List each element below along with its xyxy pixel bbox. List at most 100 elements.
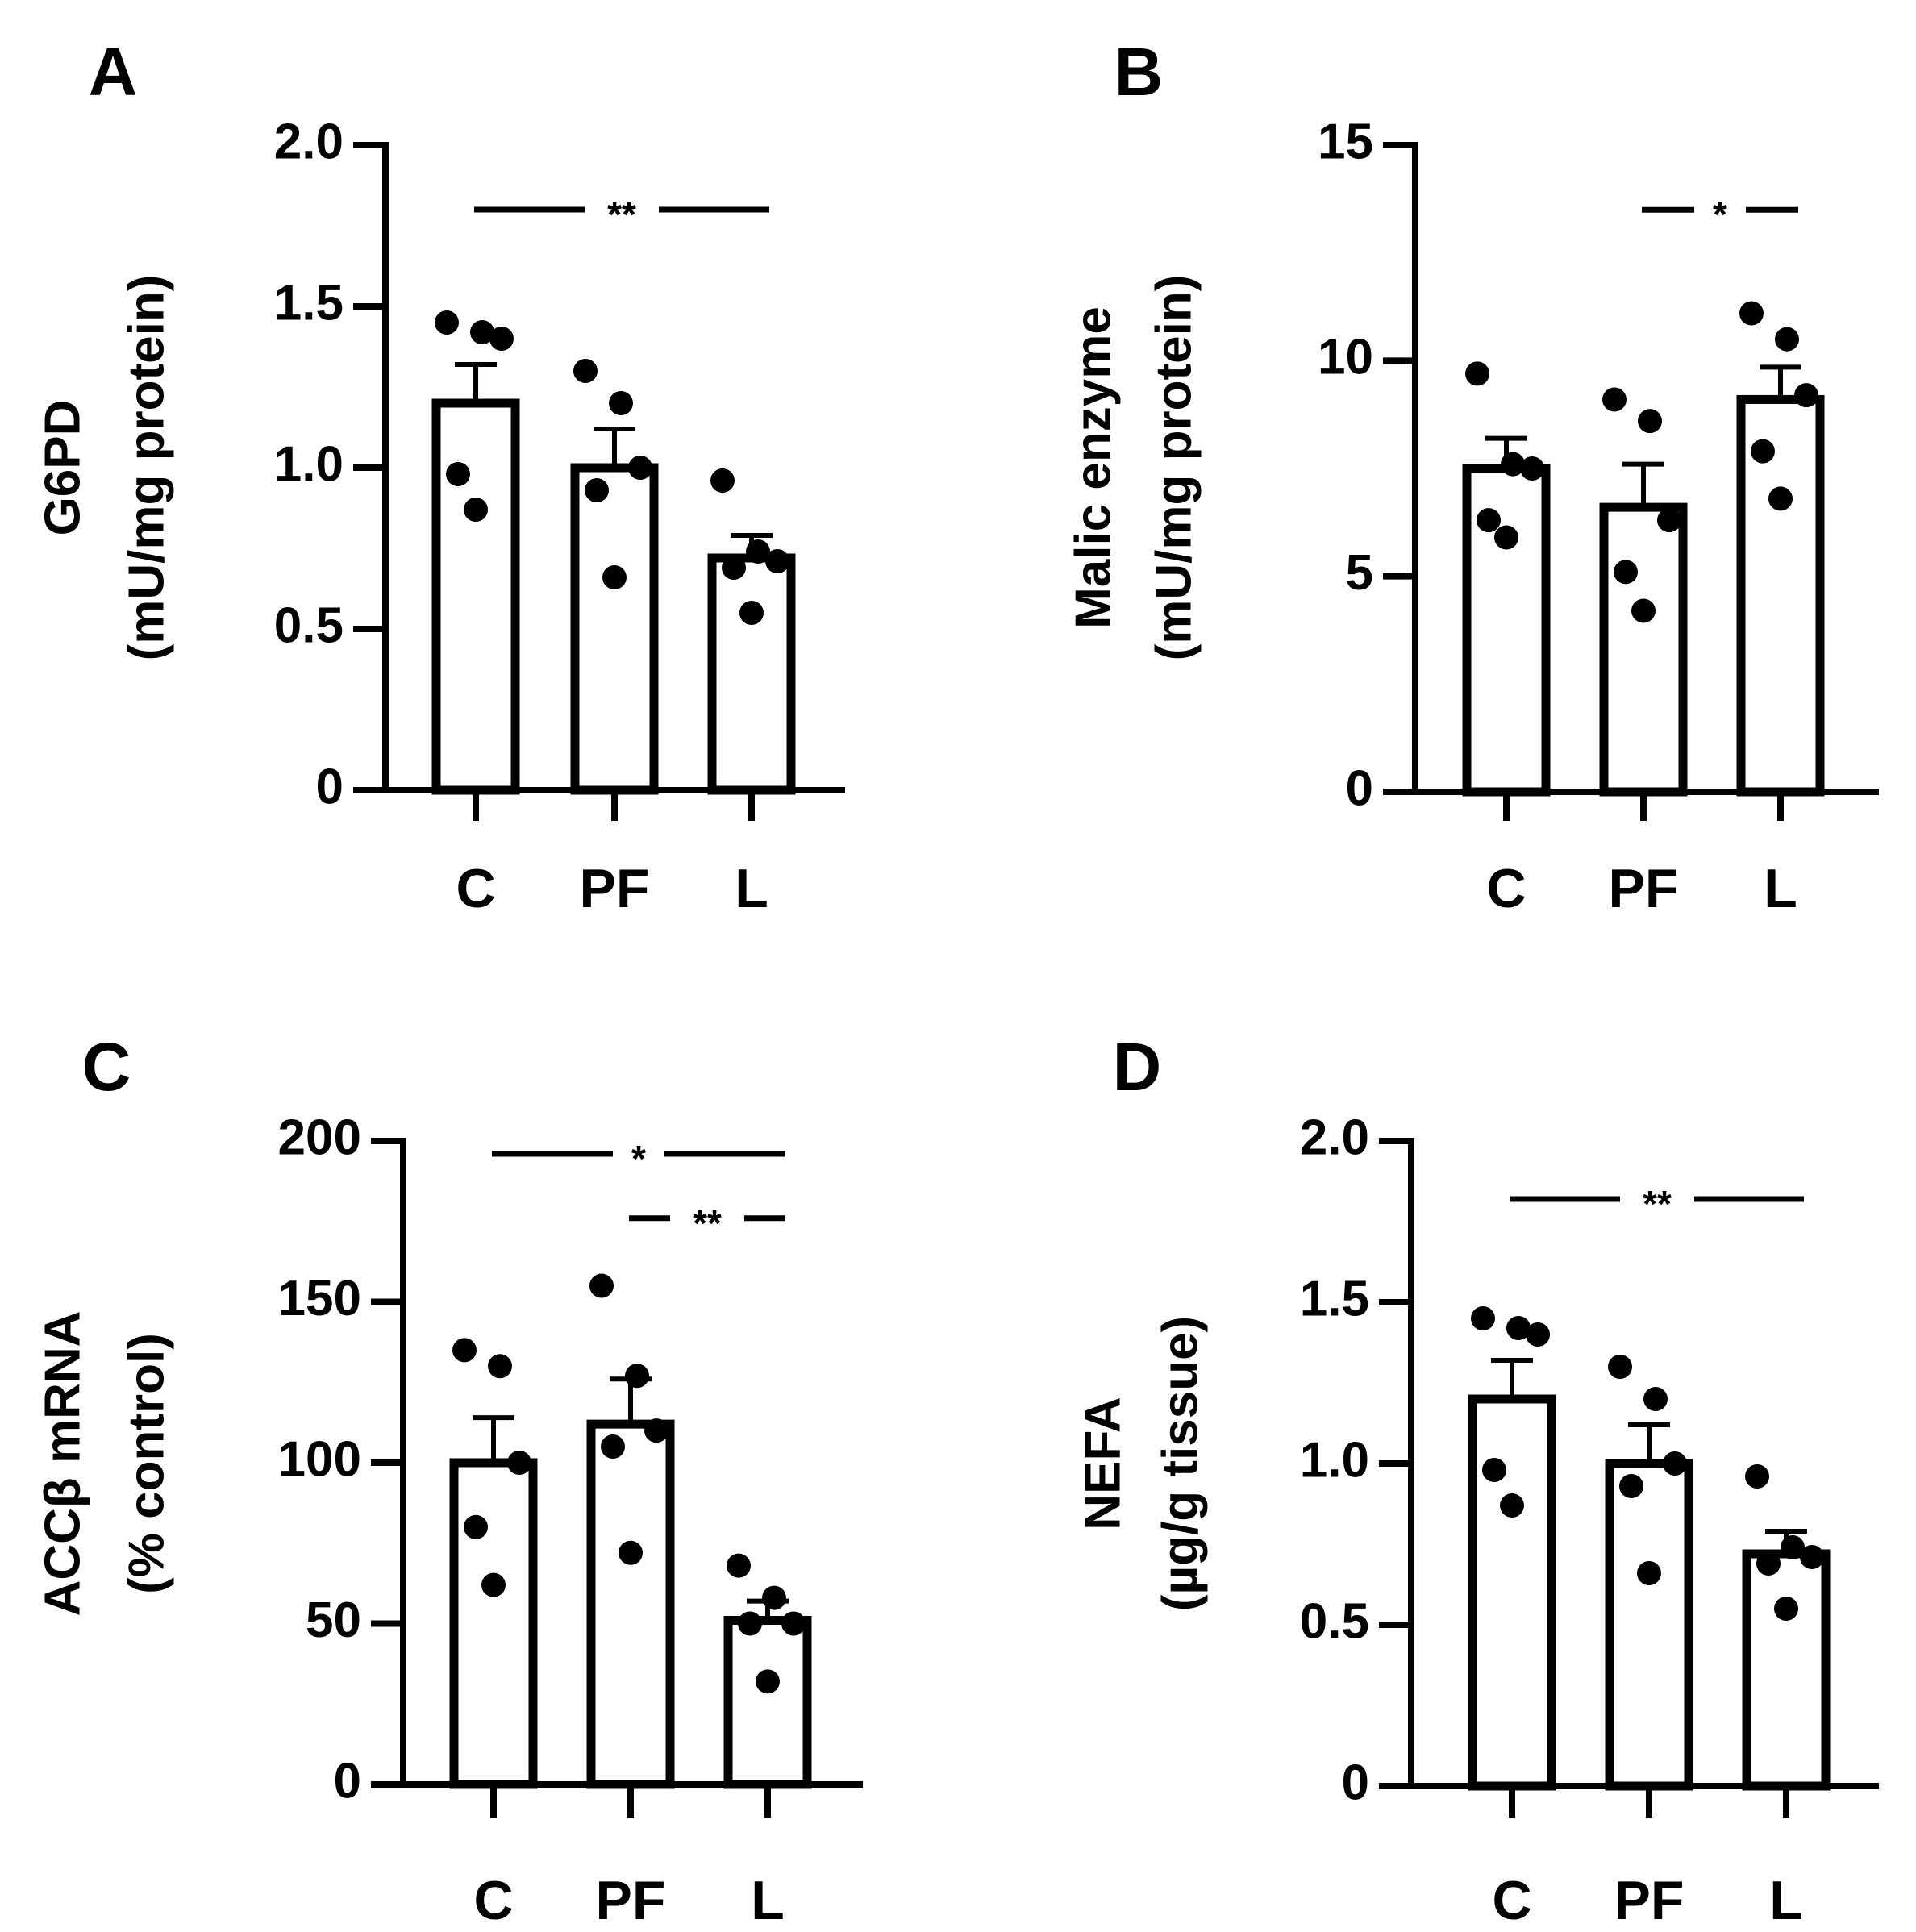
data-point-a-L <box>710 468 735 493</box>
data-point-a-C <box>489 327 514 351</box>
data-point-d-L <box>1800 1545 1824 1569</box>
data-point-a-C <box>446 462 470 486</box>
data-point-c-L <box>756 1669 780 1694</box>
significance-label-c: ** <box>693 1202 722 1244</box>
data-point-c-L <box>762 1585 786 1610</box>
panel-b: B Malic enzyme (mU/mg protein) 0 5 10 15 C PF L * <box>1065 34 1879 919</box>
category-label-a-L: L <box>735 858 768 919</box>
data-point-d-L <box>1774 1597 1798 1621</box>
data-point-b-C <box>1465 361 1489 386</box>
data-point-a-PF <box>602 565 627 589</box>
y-axis-title-c: ACCβ mRNA <box>35 1311 90 1617</box>
significance-label-a: ** <box>607 194 636 235</box>
data-point-a-PF <box>585 478 609 502</box>
data-point-b-PF <box>1638 409 1662 434</box>
y-tick-label-a: 0.5 <box>274 598 344 653</box>
data-point-c-L <box>727 1553 751 1578</box>
data-point-b-L <box>1768 486 1793 511</box>
y-axis-title-a: G6PD <box>35 400 90 536</box>
data-point-d-PF <box>1663 1451 1687 1476</box>
y-tick-label-c: 200 <box>278 1110 361 1165</box>
data-point-c-C <box>488 1354 512 1379</box>
panel-label-d: D <box>1113 1029 1162 1105</box>
data-point-b-C <box>1477 508 1501 533</box>
data-point-b-L <box>1775 327 1799 352</box>
data-point-c-C <box>464 1514 488 1539</box>
y-tick-label-c: 100 <box>278 1431 361 1487</box>
data-point-c-C <box>481 1572 506 1597</box>
significance-label-b: * <box>1713 194 1727 235</box>
y-tick-label-a: 0 <box>316 759 344 814</box>
category-label-d-C: C <box>1492 1870 1531 1931</box>
data-point-c-PF <box>589 1273 614 1298</box>
data-point-c-PF <box>601 1434 625 1459</box>
category-label-b-PF: PF <box>1609 858 1679 919</box>
data-point-d-C <box>1526 1322 1550 1347</box>
data-point-a-PF <box>573 359 598 383</box>
y-tick-label-c: 0 <box>334 1753 361 1809</box>
y-axis-unit-d: (µg/g tissue) <box>1152 1316 1208 1611</box>
data-point-b-PF <box>1602 387 1627 412</box>
data-point-c-PF <box>644 1418 669 1443</box>
category-label-a-PF: PF <box>580 858 650 919</box>
y-tick-label-a: 1.5 <box>274 275 344 331</box>
panel-label-c: C <box>82 1029 131 1105</box>
data-point-a-C <box>470 320 494 344</box>
data-point-a-L <box>722 556 746 580</box>
y-axis-title-d: NEFA <box>1075 1397 1131 1530</box>
panel-label-b: B <box>1114 34 1164 110</box>
bar-c-L <box>723 1616 812 1789</box>
category-label-b-C: C <box>1486 858 1526 919</box>
bar-d-C <box>1468 1394 1556 1791</box>
data-point-d-C <box>1500 1493 1524 1518</box>
data-point-d-L <box>1781 1535 1805 1559</box>
panel-label-a: A <box>89 34 138 110</box>
data-point-b-C <box>1520 456 1544 481</box>
data-point-d-C <box>1506 1316 1531 1340</box>
data-point-d-C <box>1482 1458 1506 1482</box>
data-point-d-L <box>1756 1551 1781 1576</box>
bar-b-PF <box>1599 502 1688 797</box>
data-point-a-L <box>746 539 770 564</box>
bar-a-L <box>707 553 796 795</box>
y-axis-title-b: Malic enzyme <box>1065 306 1121 629</box>
data-point-b-C <box>1494 525 1518 550</box>
data-point-d-L <box>1745 1464 1769 1489</box>
data-point-d-PF <box>1619 1474 1643 1498</box>
panel-a: A G6PD (mU/mg protein) 0 0.5 1.0 1.5 2.0 C PF L ** <box>35 34 845 919</box>
category-label-d-PF: PF <box>1614 1870 1685 1931</box>
y-tick-label-b: 10 <box>1318 330 1373 385</box>
data-point-c-PF <box>619 1540 643 1565</box>
data-point-d-PF <box>1637 1561 1661 1585</box>
data-point-a-L <box>765 549 789 573</box>
category-label-a-C: C <box>456 858 495 919</box>
data-point-a-C <box>435 310 459 335</box>
bar-b-L <box>1736 394 1825 797</box>
data-point-a-PF <box>609 391 633 415</box>
y-tick-label-c: 50 <box>306 1593 361 1648</box>
bar-c-PF <box>586 1419 675 1789</box>
data-point-a-L <box>739 601 764 625</box>
y-tick-label-c: 150 <box>278 1271 361 1326</box>
data-point-b-L <box>1794 383 1818 408</box>
y-tick-label-b: 15 <box>1318 114 1373 169</box>
category-label-c-C: C <box>473 1870 513 1931</box>
data-point-b-PF <box>1631 598 1656 623</box>
data-point-b-L <box>1739 301 1764 326</box>
y-tick-label-d: 0 <box>1342 1755 1369 1810</box>
category-label-c-PF: PF <box>596 1870 666 1931</box>
data-point-d-PF <box>1643 1387 1668 1411</box>
bar-a-PF <box>570 463 659 795</box>
y-axis-unit-c: (% control) <box>119 1333 174 1594</box>
category-label-d-L: L <box>1769 1870 1803 1931</box>
y-tick-label-d: 1.5 <box>1300 1271 1369 1326</box>
bar-a-C <box>431 398 520 795</box>
data-point-a-PF <box>628 456 652 480</box>
y-tick-label-d: 1.0 <box>1300 1432 1369 1488</box>
y-tick-label-b: 0 <box>1346 760 1373 816</box>
data-point-c-C <box>452 1338 477 1363</box>
y-axis-unit-a: (mU/mg protein) <box>119 275 174 661</box>
data-point-d-C <box>1471 1306 1495 1330</box>
